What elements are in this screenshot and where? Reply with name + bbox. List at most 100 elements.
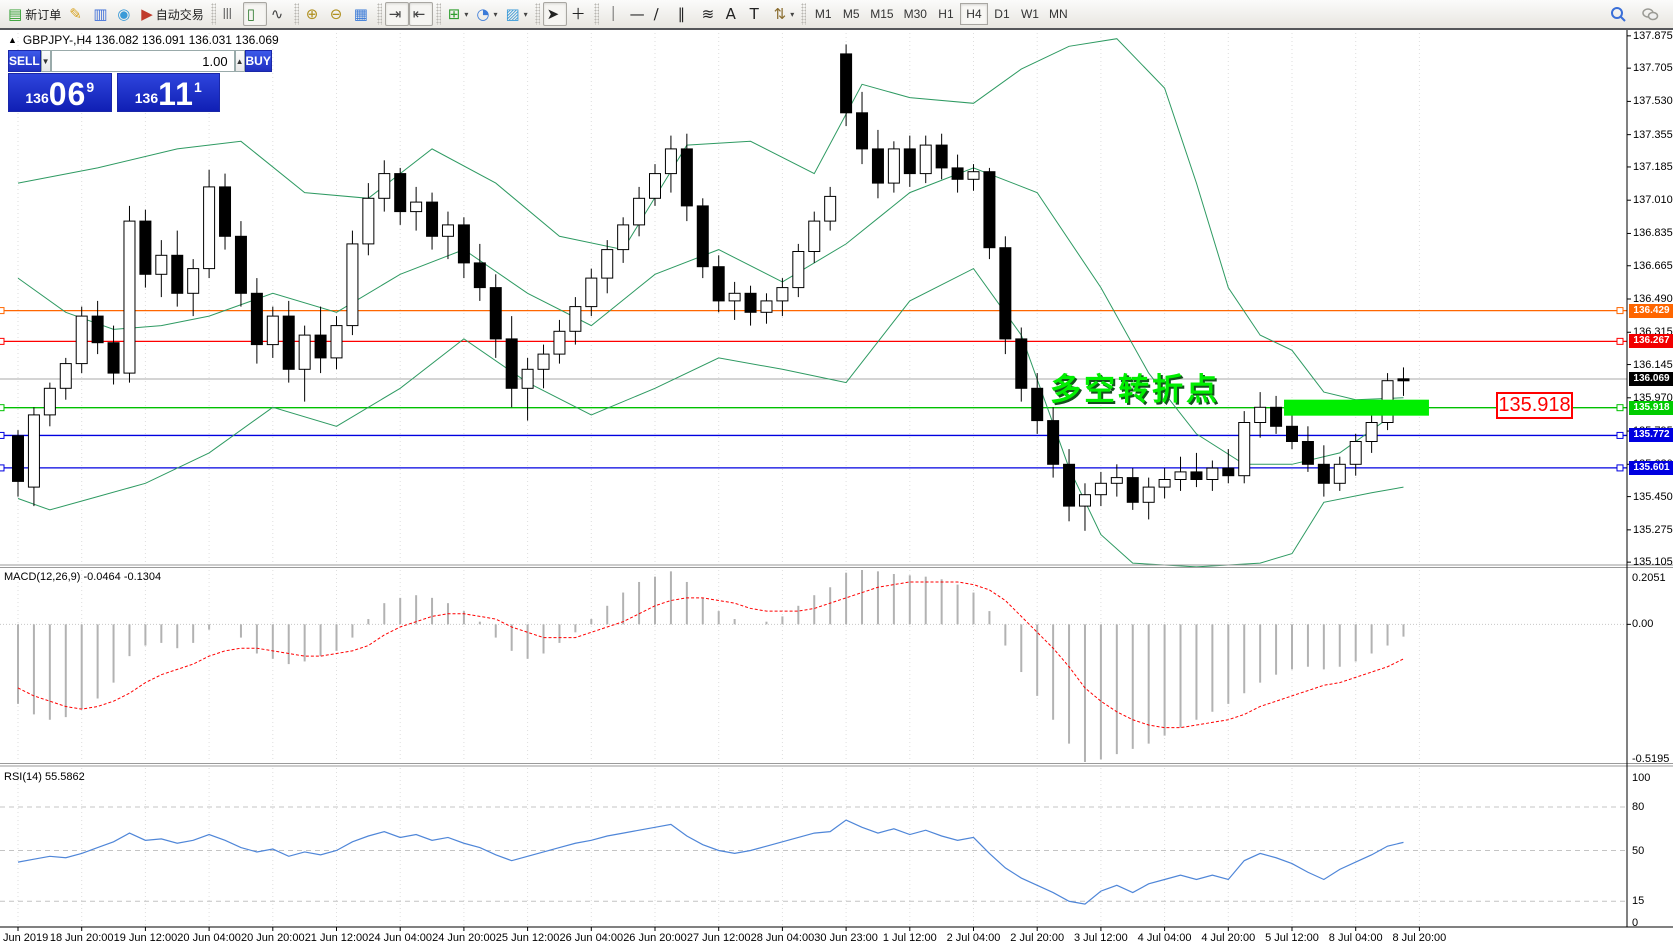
symbol-header: ▲ GBPJPY-,H4 136.082 136.091 136.031 136… bbox=[8, 33, 279, 47]
auto-scroll-icon: ⇥ bbox=[388, 4, 402, 23]
candlestick-chart-icon: ▯ bbox=[246, 4, 256, 23]
timeframe-m1[interactable]: M1 bbox=[814, 7, 832, 21]
collapse-icon[interactable]: ▲ bbox=[8, 35, 17, 45]
price-axis-label: 135.275 bbox=[1633, 523, 1673, 536]
signals-button[interactable]: ◉ bbox=[113, 2, 137, 26]
buy-price-prefix: 136 bbox=[134, 90, 159, 106]
sell-button[interactable]: SELL bbox=[8, 50, 41, 72]
highlighter-button[interactable]: ✎ bbox=[65, 2, 89, 26]
zoom-out-button[interactable]: ⊖ bbox=[326, 2, 350, 26]
periods-button[interactable]: ◔ ▾ bbox=[472, 2, 501, 26]
candle-body bbox=[75, 315, 88, 365]
price-badge: 135.918 bbox=[1629, 400, 1673, 415]
candle-body bbox=[330, 325, 343, 359]
candle-body bbox=[840, 53, 853, 114]
price-axis-label: 136.145 bbox=[1633, 358, 1673, 371]
auto-trading-button[interactable]: ▶ 自动交易 bbox=[137, 2, 208, 26]
candle-body bbox=[1190, 471, 1203, 480]
candle-body bbox=[999, 247, 1012, 340]
fibonacci-button[interactable]: ≋ bbox=[698, 2, 722, 26]
candle-body bbox=[521, 368, 534, 389]
text-icon: A bbox=[725, 4, 736, 23]
candle-body bbox=[1238, 422, 1251, 477]
timeframe-d1[interactable]: D1 bbox=[994, 7, 1010, 21]
candle-body bbox=[59, 363, 72, 389]
candlestick-chart-button[interactable]: ▯ bbox=[242, 2, 267, 26]
horizontal-line-button[interactable]: — bbox=[626, 2, 650, 26]
candle-body bbox=[792, 251, 805, 289]
candle-body bbox=[871, 148, 884, 184]
candle-body bbox=[266, 315, 279, 346]
candle-body bbox=[903, 148, 916, 175]
data-window-button[interactable]: ▥ bbox=[89, 2, 113, 26]
timeframe-m5[interactable]: M5 bbox=[842, 7, 860, 21]
crosshair-icon: ＋ bbox=[570, 4, 586, 23]
price-axis-label: 137.185 bbox=[1633, 160, 1673, 173]
chart-shift-icon: ⇤ bbox=[412, 4, 426, 23]
zoom-in-icon: ⊕ bbox=[305, 4, 319, 23]
cursor-button[interactable]: ➤ bbox=[542, 2, 567, 26]
candle-body bbox=[250, 292, 263, 346]
price-axis-label: 137.875 bbox=[1633, 29, 1673, 42]
timeframe-m15[interactable]: M15 bbox=[870, 7, 894, 21]
indicators-button[interactable]: ⊞ ▾ bbox=[444, 2, 473, 26]
chat-button[interactable] bbox=[1637, 2, 1663, 26]
candle-body bbox=[664, 148, 677, 175]
candle-body bbox=[426, 201, 439, 237]
candle-body bbox=[298, 334, 311, 370]
text-label-button[interactable]: T bbox=[746, 2, 770, 26]
timeframe-m30[interactable]: M30 bbox=[903, 7, 927, 21]
timeframe-mn[interactable]: MN bbox=[1048, 7, 1068, 21]
toolbar-separator bbox=[593, 3, 599, 25]
candle-body bbox=[410, 201, 423, 213]
toolbar-group-insert: ⊞ ▾ ◔ ▾ ▨ ▾ bbox=[444, 0, 532, 28]
time-axis-label: 30 Jun 23:00 bbox=[814, 932, 878, 944]
candle-body bbox=[585, 277, 598, 308]
text-button[interactable]: A bbox=[722, 2, 746, 26]
auto-scroll-button[interactable]: ⇥ bbox=[384, 2, 409, 26]
trendline-button[interactable]: ∕ bbox=[650, 2, 674, 26]
volume-input[interactable] bbox=[50, 50, 235, 72]
timeframe-h1[interactable]: H1 bbox=[938, 7, 954, 21]
line-anchor-square bbox=[0, 431, 5, 439]
toolbar-separator bbox=[376, 3, 382, 25]
volume-up-button[interactable]: ▲ bbox=[234, 50, 245, 72]
price-axis-label: 136.665 bbox=[1633, 259, 1673, 272]
tile-windows-button[interactable]: ▦ bbox=[350, 2, 374, 26]
candle-body bbox=[601, 249, 614, 279]
toolbar: ▤ 新订单 ✎ ▥ ◉ ▶ 自动交易 ꔖ ▯ ∿ ⊕ ⊖ ▦ ⇥ ⇤ ⊞ ▾ ◔ ▾ ▨ ▾ ➤ ＋ ｜ — ∕ ∥ ≋ A T ⇅ ▾ M1 M… bbox=[0, 0, 1673, 30]
candle-body bbox=[808, 220, 821, 253]
line-anchor-square bbox=[0, 464, 5, 472]
trendline-icon: ∕ bbox=[653, 4, 659, 23]
crosshair-button[interactable]: ＋ bbox=[567, 2, 591, 26]
buy-button[interactable]: BUY bbox=[244, 50, 272, 72]
candle-body bbox=[1110, 477, 1123, 484]
time-axis-label: 18 Jun 2019 bbox=[0, 932, 49, 944]
new-order-button[interactable]: ▤ 新订单 bbox=[4, 2, 65, 26]
text-label-icon: T bbox=[749, 4, 759, 23]
channel-button[interactable]: ∥ bbox=[674, 2, 698, 26]
buy-price-display[interactable]: 136 11 1 bbox=[116, 73, 220, 112]
candle-body bbox=[1317, 463, 1330, 484]
arrows-button[interactable]: ⇅ ▾ bbox=[770, 2, 799, 26]
templates-button[interactable]: ▨ ▾ bbox=[501, 2, 531, 26]
candle-body bbox=[633, 197, 646, 226]
chevron-down-icon: ▾ bbox=[464, 9, 469, 19]
vertical-line-button[interactable]: ｜ bbox=[602, 2, 626, 26]
volume-down-button[interactable]: ▼ bbox=[40, 50, 51, 72]
bar-chart-button[interactable]: ꔖ bbox=[219, 2, 243, 26]
time-axis-label: 19 Jun 12:00 bbox=[113, 932, 178, 944]
time-axis-label: 5 Jul 12:00 bbox=[1265, 932, 1319, 944]
chart-shift-button[interactable]: ⇤ bbox=[408, 2, 433, 26]
zoom-in-button[interactable]: ⊕ bbox=[302, 2, 326, 26]
line-chart-button[interactable]: ∿ bbox=[267, 2, 291, 26]
toolbar-group-trading: ▤ 新订单 ✎ ▥ ◉ ▶ 自动交易 bbox=[4, 0, 208, 28]
sell-price-display[interactable]: 136 06 9 bbox=[8, 73, 112, 112]
buy-price-sup: 1 bbox=[193, 79, 202, 95]
search-button[interactable] bbox=[1605, 2, 1631, 26]
timeframe-w1[interactable]: W1 bbox=[1020, 7, 1039, 21]
chat-icon bbox=[1642, 8, 1659, 21]
rsi-indicator-label: RSI(14) 55.5862 bbox=[4, 771, 85, 783]
timeframe-h4[interactable]: H4 bbox=[959, 3, 988, 25]
